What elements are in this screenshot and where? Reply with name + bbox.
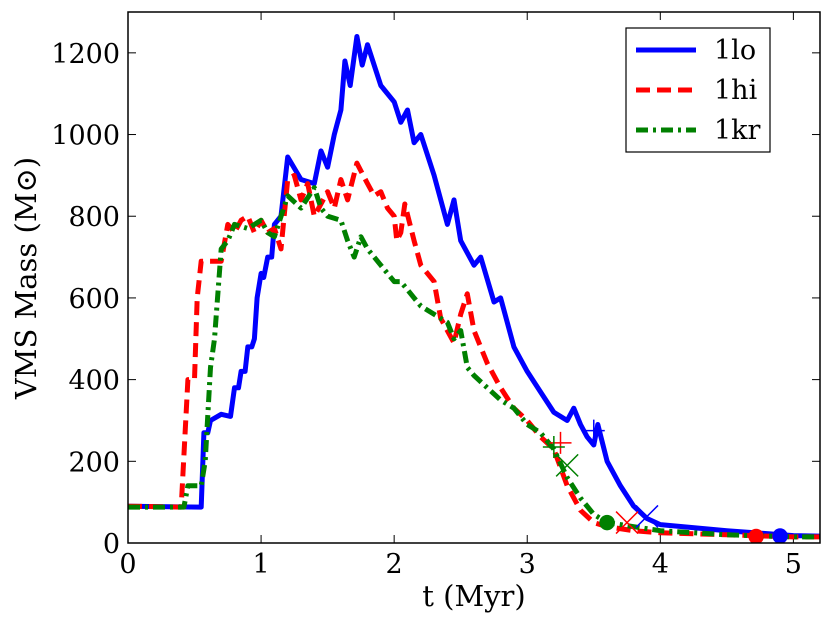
- cross-marker: [635, 504, 659, 528]
- x-tick-label: 2: [386, 549, 403, 580]
- y-tick-label: 1200: [51, 39, 120, 70]
- plus-marker: [542, 436, 565, 459]
- x-axis-label: t (Myr): [422, 579, 525, 613]
- y-tick-label: 800: [68, 202, 120, 233]
- circle-marker: [748, 528, 764, 543]
- x-tick-label: 5: [785, 549, 802, 580]
- x-tick-label: 1: [252, 549, 269, 580]
- y-tick-label: 1000: [51, 121, 120, 152]
- y-tick-label: 200: [68, 447, 120, 478]
- series-line: [128, 185, 820, 540]
- legend-label: 1kr: [714, 115, 761, 146]
- circle-marker: [772, 528, 788, 543]
- legend-label: 1lo: [714, 35, 756, 66]
- x-tick-label: 4: [652, 549, 669, 580]
- plot-frame: [127, 11, 821, 544]
- circle-marker: [599, 514, 615, 531]
- cross-marker: [555, 453, 579, 477]
- legend-label: 1hi: [714, 75, 758, 106]
- x-tick-label: 3: [519, 549, 536, 580]
- y-tick-label: 400: [68, 366, 120, 397]
- x-tick-label: 0: [119, 549, 136, 580]
- cross-marker: [615, 511, 639, 535]
- series-line: [128, 34, 820, 539]
- plus-marker: [582, 419, 605, 442]
- y-axis-label: VMS Mass (M⊙): [9, 157, 43, 400]
- y-tick-label: 0: [103, 529, 120, 560]
- y-tick-label: 600: [68, 284, 120, 315]
- plot-area: [128, 34, 820, 543]
